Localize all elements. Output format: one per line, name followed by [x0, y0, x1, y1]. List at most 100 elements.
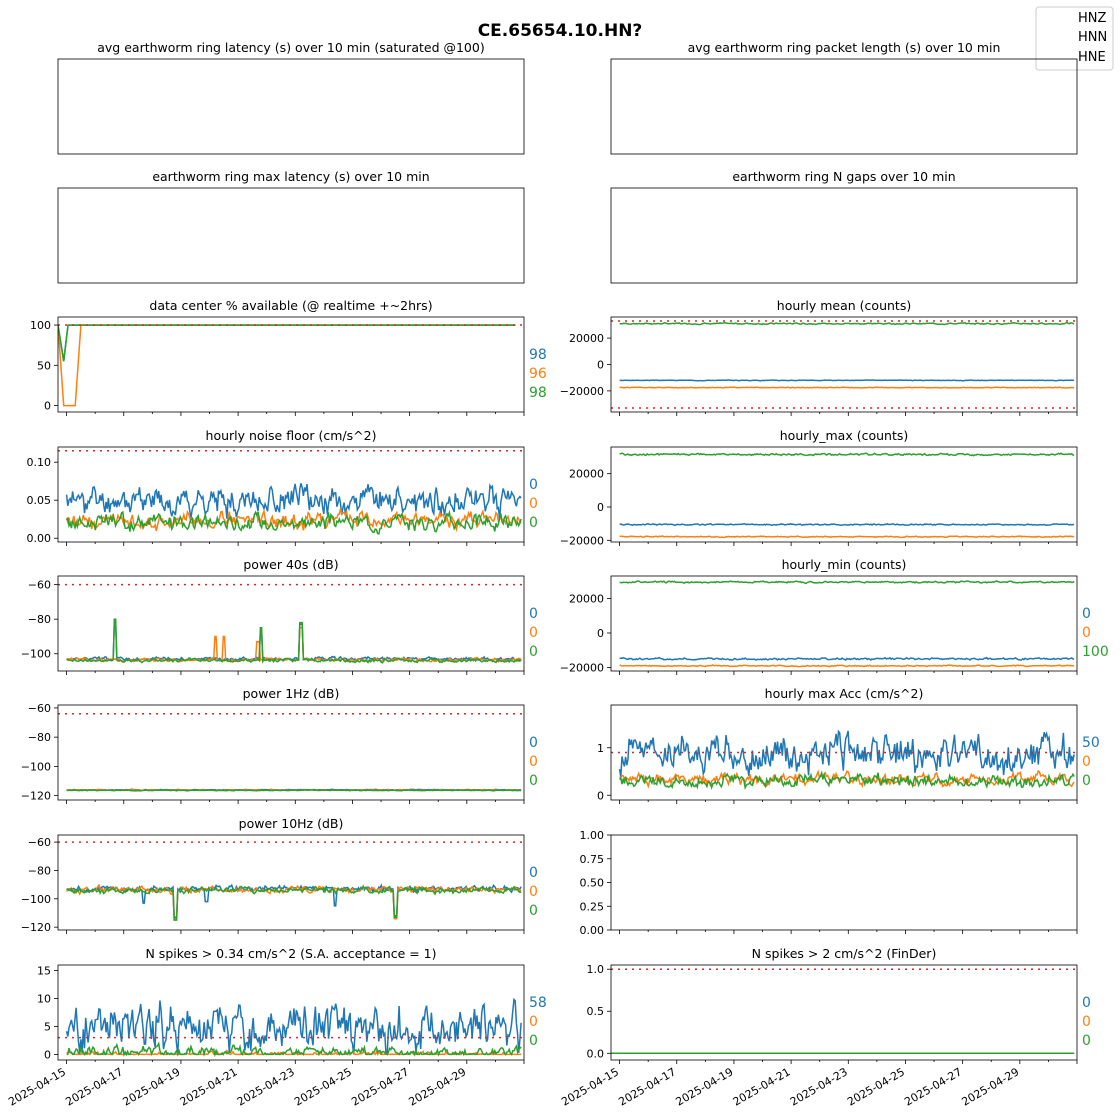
series-group	[58, 450, 524, 535]
series-group	[611, 729, 1077, 791]
panel-title: hourly mean (counts)	[777, 298, 911, 313]
annotation-hnz: 0	[529, 735, 538, 751]
y-tick-label: 100	[30, 319, 51, 332]
y-tick-label: −20000	[560, 662, 604, 675]
annotation-hnn: 0	[529, 1014, 538, 1030]
axes-frame	[57, 575, 525, 672]
series-line-hnn	[66, 1049, 522, 1057]
series-line-hnz	[65, 997, 522, 1056]
y-tick-label: 0	[597, 359, 604, 372]
annotation-hne: 98	[529, 385, 547, 401]
panel-power_10hz: power 10Hz (dB) −60 −80 −100 −120 0 0 0	[21, 816, 538, 934]
annotation-hnn: 0	[529, 625, 538, 641]
x-tick-label: 2025-04-15	[6, 1065, 68, 1108]
legend-box	[1035, 6, 1114, 71]
y-tick-label: 20000	[569, 468, 604, 481]
y-tick-label: −60	[28, 836, 51, 849]
y-tick-label: 10	[37, 993, 51, 1006]
annotation-hnz: 0	[529, 477, 538, 493]
panel-title: power 10Hz (dB)	[239, 816, 344, 831]
x-tick-label: 2025-04-15	[559, 1065, 621, 1108]
panel-title: hourly_min (counts)	[782, 557, 907, 572]
panel-avg_packet: avg earthworm ring packet length (s) ove…	[610, 40, 1078, 155]
axes-frame	[610, 964, 1078, 1061]
y-tick-label: 0.10	[27, 456, 52, 469]
series-group	[58, 324, 524, 407]
series-group	[58, 841, 524, 921]
series-line-hne	[66, 1041, 522, 1058]
series-line-hnz	[58, 324, 516, 362]
axes-frame	[57, 704, 525, 801]
y-tick-label: −80	[28, 864, 51, 877]
annotation-hnn: 0	[1082, 754, 1091, 770]
series-line-hne	[66, 618, 522, 664]
y-tick-label: −100	[21, 760, 51, 773]
series-line-hne	[58, 324, 516, 362]
y-tick-label: 15	[37, 965, 51, 978]
panel-title: hourly noise floor (cm/s^2)	[206, 428, 377, 443]
y-tick-label: −20000	[560, 534, 604, 547]
legend: HNZ HNN HNE	[1035, 6, 1114, 71]
x-tick-label: 2025-04-29	[406, 1065, 468, 1108]
series-line-hne	[65, 509, 522, 535]
y-tick-label: 20000	[569, 592, 604, 605]
panel-title: power 40s (dB)	[243, 557, 338, 572]
y-tick-label: −20000	[560, 385, 604, 398]
y-tick-label: 0	[597, 789, 604, 802]
annotation-hne: 0	[529, 903, 538, 919]
x-tick-label: 2025-04-25	[845, 1065, 907, 1108]
panel-noise_floor: hourly noise floor (cm/s^2) 0.00 0.05 0.10 0…	[27, 428, 538, 546]
x-tick-label: 2025-04-21	[178, 1065, 240, 1108]
panel-hourly_max_acc: hourly max Acc (cm/s^2) 0 1 50 0 0	[597, 686, 1100, 804]
panel-hourly_mean: hourly mean (counts) −20000 0 20000	[560, 298, 1078, 416]
series-line-hne	[619, 580, 1075, 585]
axes-frame	[610, 446, 1078, 543]
x-tick-label: 2025-04-19	[121, 1065, 183, 1108]
y-tick-label: 0	[44, 400, 51, 413]
panel-power_1hz: power 1Hz (dB) −60 −80 −100 −120 0 0 0	[21, 686, 538, 804]
panel-title: earthworm ring max latency (s) over 10 m…	[152, 169, 429, 184]
annotation-hne: 0	[529, 644, 538, 660]
x-tick-label: 2025-04-17	[616, 1065, 678, 1108]
panel-title: data center % available (@ realtime +~2h…	[149, 298, 432, 313]
annotation-hne: 0	[529, 515, 538, 531]
annotation-hne: 0	[529, 1033, 538, 1049]
panel-n_spikes_2: N spikes > 2 cm/s^2 (FinDer) 0.0 0.5 1.0 0 0 0…	[559, 946, 1091, 1109]
y-tick-label: −60	[28, 702, 51, 715]
y-tick-label: 0	[44, 1048, 51, 1061]
series-group	[58, 997, 524, 1058]
panel-empty_axes: 0.00 0.25 0.50 0.75 1.00	[580, 829, 1078, 937]
series-line-hne	[619, 452, 1075, 457]
x-tick-label: 2025-04-21	[731, 1065, 793, 1108]
x-tick-label: 2025-04-19	[674, 1065, 736, 1108]
y-tick-label: 5	[44, 1020, 51, 1033]
axes-frame	[610, 834, 1078, 931]
series-line-hne	[66, 885, 522, 921]
series-group	[619, 452, 1075, 539]
annotation-hnn: 0	[1082, 1014, 1091, 1030]
y-tick-label: 0.00	[27, 532, 52, 545]
y-tick-label: 0.0	[587, 1047, 605, 1060]
y-tick-label: −80	[28, 613, 51, 626]
annotation-hnn: 96	[529, 366, 547, 382]
x-tick-label: 2025-04-29	[959, 1065, 1021, 1108]
panel-max_latency: earthworm ring max latency (s) over 10 m…	[57, 169, 525, 284]
y-tick-label: −100	[21, 893, 51, 906]
annotation-hnn: 0	[529, 884, 538, 900]
panel-n_gaps: earthworm ring N gaps over 10 min	[610, 169, 1078, 284]
axes-frame	[57, 58, 525, 155]
y-tick-label: 0.5	[587, 1005, 605, 1018]
series-line-hnn	[619, 664, 1075, 668]
series-group	[58, 713, 524, 792]
y-tick-label: −120	[21, 790, 51, 803]
y-tick-label: 0.00	[580, 924, 605, 937]
y-tick-label: −80	[28, 731, 51, 744]
series-line-hnz	[66, 618, 522, 663]
panel-pct_available: data center % available (@ realtime +~2h…	[30, 298, 547, 416]
axes-frame	[57, 446, 525, 543]
panel-title: power 1Hz (dB)	[243, 686, 340, 701]
axes-frame	[610, 187, 1078, 284]
annotation-hne: 0	[529, 773, 538, 789]
panel-title: hourly max Acc (cm/s^2)	[765, 686, 924, 701]
y-tick-label: 0.05	[27, 494, 52, 507]
